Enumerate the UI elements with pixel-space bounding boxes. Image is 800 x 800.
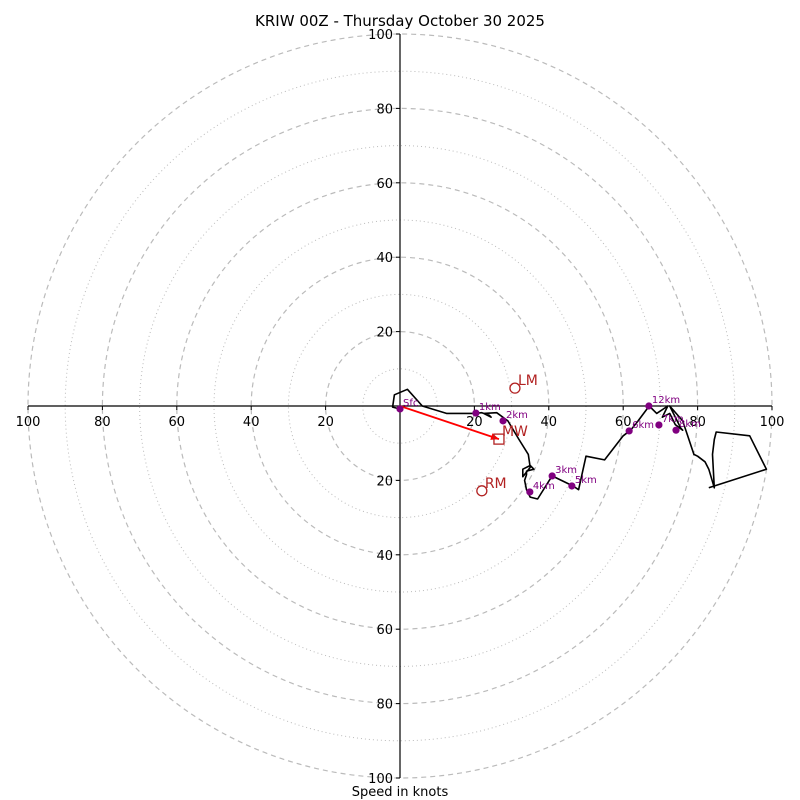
height-marker-label: 8km: [679, 419, 701, 430]
height-marker-label: 3km: [555, 465, 577, 476]
height-marker: [548, 472, 556, 480]
y-tick-label: 100: [368, 772, 393, 787]
y-tick-label: 20: [376, 474, 393, 489]
x-tick-label: 100: [760, 415, 785, 430]
storm-motion-label: RM: [485, 476, 507, 492]
y-tick-label: 40: [376, 251, 393, 266]
storm-motion-label: LM: [518, 373, 538, 389]
y-tick-label: 40: [376, 549, 393, 564]
y-tick-label: 60: [376, 177, 393, 192]
x-tick-label: 80: [94, 415, 111, 430]
height-marker-label: 12km: [652, 395, 680, 406]
height-marker: [568, 482, 576, 490]
height-marker: [396, 405, 404, 413]
mean-wind-vector: [399, 405, 500, 440]
height-marker: [526, 488, 534, 496]
height-marker: [625, 427, 633, 435]
height-marker-label: Sfc: [403, 398, 418, 409]
x-axis-label: Speed in knots: [352, 785, 449, 800]
mean-wind-arrowhead: [490, 433, 499, 440]
height-marker-label: 4km: [533, 481, 555, 492]
x-tick-label: 60: [169, 415, 186, 430]
storm-motion-marker: [493, 433, 505, 445]
height-marker-label: 2km: [506, 410, 528, 421]
height-marker: [645, 402, 653, 410]
y-tick-label: 100: [368, 28, 393, 43]
y-tick-label: 20: [376, 326, 393, 341]
x-tick-label: 20: [317, 415, 334, 430]
y-tick-label: 60: [376, 623, 393, 638]
height-marker-label: 1km: [479, 402, 501, 413]
height-marker: [655, 421, 663, 429]
x-tick-label: 80: [689, 415, 706, 430]
storm-motion-marker: [476, 485, 488, 497]
x-tick-label: 20: [466, 415, 483, 430]
height-marker: [672, 426, 680, 434]
x-tick-label: 40: [243, 415, 260, 430]
storm-motion-markers: LM MW RM: [476, 373, 538, 497]
storm-motion-label: MW: [502, 424, 528, 440]
y-tick-label: 80: [376, 698, 393, 713]
height-marker-label: 7km: [662, 414, 684, 425]
x-tick-label: 60: [615, 415, 632, 430]
tick-labels: 100 80 60 40 20 20 40 60 80 100 100 80 60 40 20 20 40 60 8…: [16, 28, 785, 787]
x-tick-label: 40: [541, 415, 558, 430]
height-marker-label: 6km: [632, 420, 654, 431]
height-marker: [499, 417, 507, 425]
height-marker-label: 5km: [575, 475, 597, 486]
y-tick-label: 80: [376, 102, 393, 117]
chart-title: KRIW 00Z - Thursday October 30 2025: [255, 12, 545, 30]
storm-motion-marker: [509, 382, 521, 394]
x-tick-label: 100: [16, 415, 41, 430]
height-marker: [472, 409, 480, 417]
